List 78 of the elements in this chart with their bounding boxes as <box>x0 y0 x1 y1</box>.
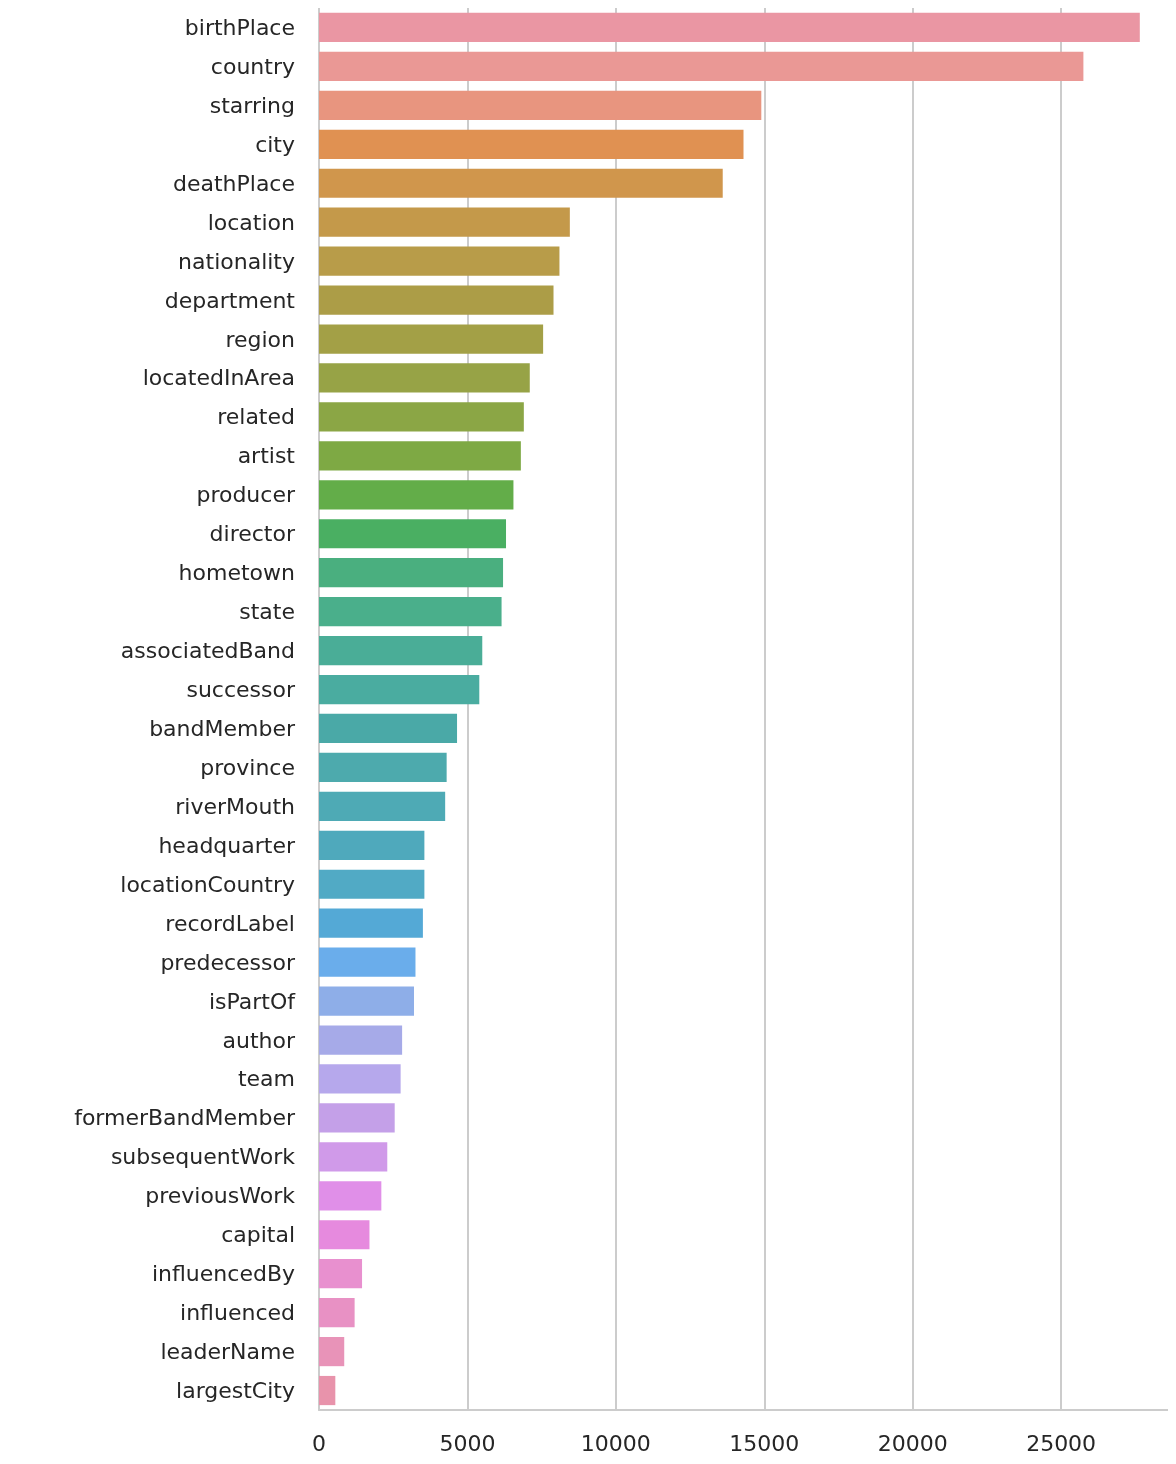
y-tick-label: locationCountry <box>120 871 295 897</box>
y-tick-label: artist <box>237 443 296 469</box>
bar <box>319 441 521 471</box>
bar <box>319 908 423 938</box>
y-tick-label: largestCity <box>176 1378 295 1404</box>
y-tick-label: hometown <box>178 560 295 586</box>
y-tick-label: bandMember <box>149 715 296 741</box>
y-tick-label: previousWork <box>145 1183 296 1209</box>
bar <box>319 830 425 860</box>
y-tick-label: isPartOf <box>208 988 297 1014</box>
bar <box>319 1336 345 1367</box>
y-tick-label: country <box>210 53 295 79</box>
bar <box>319 674 480 705</box>
y-tick-label: influencedBy <box>151 1261 295 1287</box>
y-tick-label: formerBandMember <box>74 1105 296 1131</box>
bar <box>319 1064 401 1094</box>
bar <box>319 1142 388 1172</box>
bar <box>319 1259 363 1289</box>
x-tick-label: 10000 <box>580 1430 651 1456</box>
bar <box>319 246 560 276</box>
y-tick-label: capital <box>221 1222 295 1248</box>
bar <box>319 1298 355 1328</box>
bar <box>319 635 483 666</box>
y-tick-label: starring <box>209 92 295 118</box>
y-tick-label: deathPlace <box>172 170 295 196</box>
y-tick-label: team <box>237 1066 295 1092</box>
bar <box>319 90 762 120</box>
bar <box>319 869 425 899</box>
y-tick-label: author <box>222 1027 296 1053</box>
y-tick-label: related <box>217 404 295 430</box>
y-tick-label: associatedBand <box>120 638 295 664</box>
bar <box>319 168 723 198</box>
bar <box>319 1103 395 1133</box>
y-tick-label: predecessor <box>160 949 296 975</box>
y-tick-label: department <box>164 287 296 313</box>
bar <box>319 363 530 393</box>
bar <box>319 402 524 432</box>
bar <box>319 285 554 315</box>
bar <box>319 1220 370 1250</box>
y-tick-label: nationality <box>178 248 295 274</box>
y-tick-label: state <box>239 599 295 625</box>
bar <box>319 1025 403 1055</box>
bar <box>319 12 1140 43</box>
y-tick-label: influenced <box>180 1300 295 1326</box>
bar <box>319 752 447 783</box>
x-tick-label: 0 <box>312 1430 326 1456</box>
x-tick-label: 15000 <box>729 1430 800 1456</box>
bar <box>319 1181 382 1211</box>
x-tick-label: 20000 <box>877 1430 948 1456</box>
y-tick-label: riverMouth <box>175 793 295 819</box>
y-tick-label: subsequentWork <box>110 1144 296 1170</box>
bar <box>319 791 446 821</box>
bar <box>319 129 744 159</box>
y-tick-label: producer <box>196 482 296 508</box>
bar <box>319 51 1084 82</box>
bar <box>319 207 570 237</box>
bar <box>319 947 416 977</box>
y-tick-label: successor <box>186 677 296 703</box>
y-tick-label: headquarter <box>158 832 296 858</box>
bar <box>319 519 507 549</box>
bar <box>319 986 414 1016</box>
y-tick-label: director <box>209 521 296 547</box>
y-tick-label: recordLabel <box>165 910 295 936</box>
x-tick-label: 5000 <box>439 1430 496 1456</box>
bar <box>319 713 458 744</box>
y-tick-label: city <box>255 131 295 157</box>
bar <box>319 1375 336 1406</box>
bar <box>319 324 544 354</box>
bar <box>319 558 504 588</box>
y-tick-label: leaderName <box>160 1339 295 1365</box>
bar <box>319 597 502 627</box>
y-tick-label: region <box>225 326 295 352</box>
y-tick-label: locatedInArea <box>142 365 295 391</box>
x-tick-label: 25000 <box>1026 1430 1097 1456</box>
y-tick-label: location <box>207 209 295 235</box>
bar <box>319 480 514 510</box>
y-tick-label: province <box>200 754 295 780</box>
y-tick-label: birthPlace <box>184 14 295 40</box>
